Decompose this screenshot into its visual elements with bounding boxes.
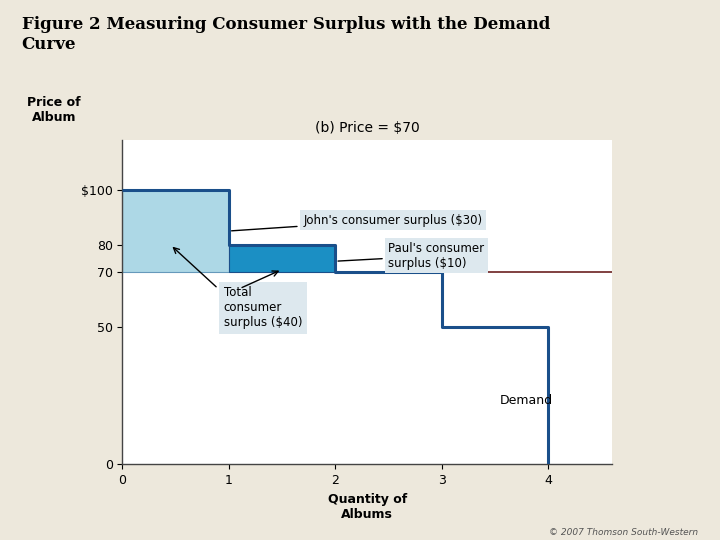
Text: © 2007 Thomson South-Western: © 2007 Thomson South-Western [549,528,698,537]
Text: Paul's consumer
surplus ($10): Paul's consumer surplus ($10) [338,242,485,269]
Text: Total
consumer
surplus ($40): Total consumer surplus ($40) [223,286,302,329]
Title: (b) Price = $70: (b) Price = $70 [315,121,420,135]
Text: Demand: Demand [500,394,554,407]
Bar [122,190,229,272]
Bar [229,245,336,272]
Text: John's consumer surplus ($30): John's consumer surplus ($30) [232,213,482,231]
X-axis label: Quantity of
Albums: Quantity of Albums [328,492,407,521]
Text: Figure 2 Measuring Consumer Surplus with the Demand
Curve: Figure 2 Measuring Consumer Surplus with… [22,16,550,53]
Text: Price of
Album: Price of Album [27,96,81,124]
